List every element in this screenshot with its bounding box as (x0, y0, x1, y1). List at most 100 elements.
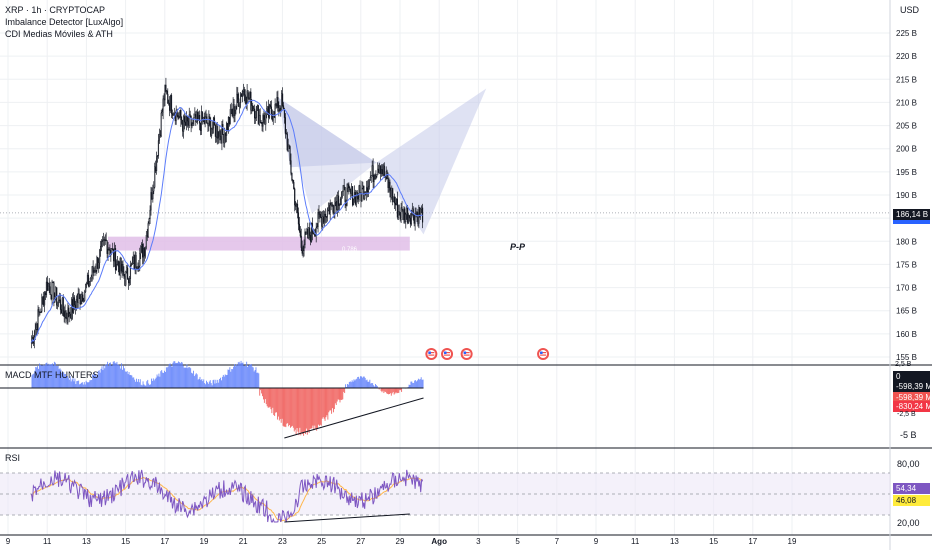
currency-label[interactable]: USD (900, 5, 920, 15)
macd-title[interactable]: MACD MTF HUNTERS (5, 370, 99, 380)
candle-body (334, 201, 336, 214)
time-tick-label: 13 (82, 537, 91, 546)
candle-body (121, 264, 123, 272)
rsi-divergence-line (284, 513, 410, 523)
macd-bar (264, 388, 266, 400)
macd-bar (163, 372, 165, 388)
candle-body (156, 155, 159, 158)
candle-body (82, 294, 84, 302)
macd-bar (389, 388, 391, 394)
economic-events[interactable] (425, 348, 550, 360)
candle-body (366, 187, 369, 193)
harmonic-xa-triangle (278, 97, 377, 168)
demand-zone (107, 236, 410, 251)
candle-body (221, 124, 223, 144)
candle-body (130, 263, 132, 266)
macd-bar (192, 370, 194, 388)
rsi-title[interactable]: RSI (5, 453, 21, 463)
time-tick-label: 11 (43, 537, 52, 546)
candle-body (107, 248, 109, 254)
candle-body (125, 271, 127, 286)
macd-bar (355, 379, 357, 388)
rsi-axis-80: 80,00 (897, 459, 920, 469)
candle-body (118, 265, 120, 276)
macd-bar (329, 388, 331, 411)
macd-bar (371, 383, 373, 388)
macd-bar (244, 365, 246, 388)
candle-body (170, 95, 173, 114)
macd-bar (117, 364, 119, 388)
candle-body (89, 277, 91, 282)
candle-body (317, 212, 319, 227)
candle-body (157, 140, 160, 156)
macd-bar (120, 368, 122, 388)
candle-body (339, 198, 342, 205)
macd-bar (241, 363, 243, 388)
macd-bar (197, 379, 199, 388)
candle-body (86, 283, 88, 285)
macd-bar (64, 374, 66, 388)
macd-bar (71, 379, 73, 388)
candle-body (316, 226, 318, 229)
candle-body (374, 174, 376, 180)
macd-bar (72, 377, 74, 388)
macd-bar (268, 388, 270, 408)
macd-bar (61, 372, 63, 388)
symbol-title[interactable]: XRP · 1h · CRYPTOCAP (5, 5, 106, 15)
macd-bar (359, 378, 361, 388)
candle-body (129, 265, 132, 279)
candle-body (62, 297, 64, 311)
candle-body (408, 215, 411, 219)
macd-bar (200, 380, 202, 388)
indicator-imbalance[interactable]: Imbalance Detector [LuxAlgo] (5, 17, 124, 27)
macd-bar (208, 381, 210, 388)
macd-bar (339, 388, 341, 403)
candle-body (274, 103, 276, 118)
candle-body (94, 270, 96, 273)
macd-bar (326, 388, 328, 416)
candle-body (39, 311, 41, 314)
macd-bar (112, 361, 114, 388)
candle-body (180, 110, 182, 120)
candle-body (105, 239, 107, 242)
event-flag-icon (537, 348, 550, 360)
candle-body (168, 102, 170, 105)
macd-bar (65, 373, 67, 388)
macd-bar (168, 364, 170, 388)
candle-body (49, 286, 51, 295)
macd-bar (365, 380, 367, 388)
indicator-cdi[interactable]: CDI Medias Móviles & ATH (5, 29, 113, 39)
macd-bar (293, 388, 295, 432)
candle-body (120, 258, 122, 272)
macd-bar (395, 388, 397, 393)
candle-body (322, 216, 324, 227)
macd-bar (207, 383, 209, 388)
candle-body (223, 134, 225, 144)
candle-body (182, 123, 184, 132)
candle-body (247, 90, 249, 99)
macd-bar (202, 381, 204, 388)
candle-body (113, 249, 115, 262)
macd-bar (347, 384, 349, 388)
macd-bar (42, 364, 44, 388)
macd-bar (174, 361, 176, 388)
macd-bar (74, 378, 76, 388)
candle-body (119, 258, 121, 276)
candle-body (342, 185, 344, 192)
macd-bar (142, 381, 144, 388)
moving-average-line (31, 99, 423, 343)
macd-bar (204, 383, 206, 388)
macd-bar (245, 365, 247, 388)
macd-bar (265, 388, 267, 405)
candle-body (343, 185, 345, 188)
macd-bar (257, 372, 259, 388)
candle-body (388, 181, 390, 188)
candle-body (377, 168, 379, 175)
candle-body (102, 239, 104, 241)
macd-bar (269, 388, 271, 407)
macd-bar (226, 374, 228, 388)
macd-bar (86, 382, 88, 388)
macd-bar (149, 384, 151, 388)
macd-bar (194, 374, 196, 388)
